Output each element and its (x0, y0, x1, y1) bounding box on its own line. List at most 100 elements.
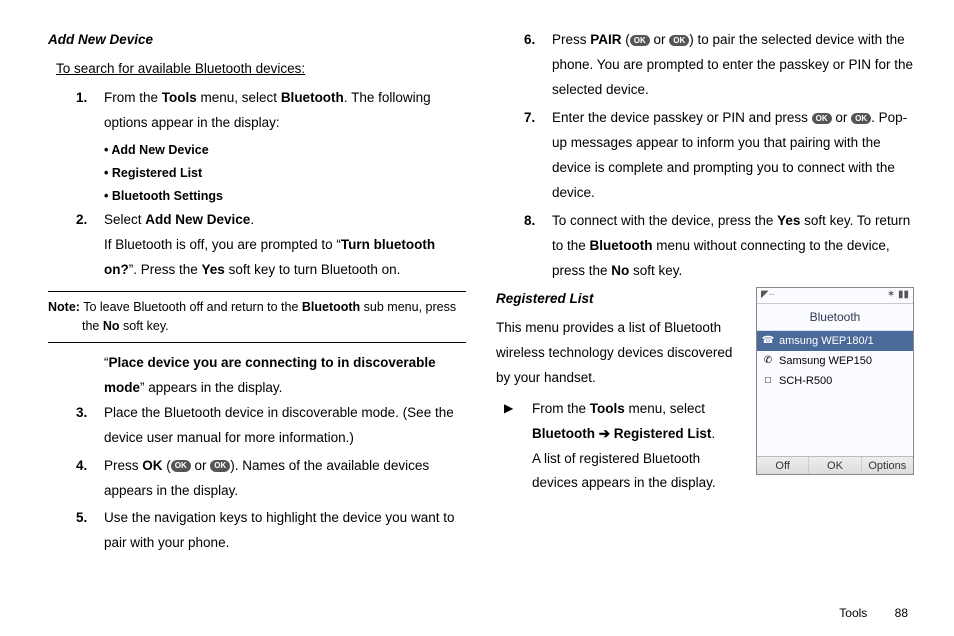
text: soft key. (629, 263, 682, 278)
text: or (650, 32, 670, 47)
bullet-registered-list: Registered List (104, 162, 466, 185)
ok-icon: OK (171, 460, 191, 472)
softkey-right: Options (862, 457, 913, 474)
step-7: 7. Enter the device passkey or PIN and p… (524, 106, 914, 206)
step-body: From the Tools menu, select Bluetooth ➔ … (532, 397, 744, 497)
text: ” appears in the display. (140, 380, 282, 395)
bullet-add-new-device: Add New Device (104, 139, 466, 162)
step-2: 2. Select Add New Device. If Bluetooth i… (76, 208, 466, 283)
battery-icon: ✶ ▮▮ (887, 286, 909, 305)
device-icon: ☎ (761, 332, 775, 351)
device-icon: □ (761, 372, 775, 391)
left-column: Add New Device To search for available B… (48, 28, 466, 588)
bold-text: OK (142, 458, 162, 473)
step-3: 3. Place the Bluetooth device in discove… (76, 401, 466, 451)
text: To connect with the device, press the (552, 213, 777, 228)
bold-text: Bluetooth (302, 300, 360, 314)
intro-text: To search for available Bluetooth device… (56, 57, 466, 82)
bold-text: Bluetooth (281, 90, 344, 105)
bold-text: Bluetooth (590, 238, 653, 253)
bold-text: Bluetooth ➔ Registered List (532, 426, 711, 441)
text: Press (104, 458, 142, 473)
text: Press (552, 32, 590, 47)
text: soft key to turn Bluetooth on. (225, 262, 401, 277)
step-body: Use the navigation keys to highlight the… (104, 506, 466, 556)
phone-title: Bluetooth (757, 304, 913, 331)
text: From the (104, 90, 162, 105)
page-footer: Tools 88 (839, 606, 908, 620)
text: From the (532, 401, 590, 416)
text: menu, select (625, 401, 705, 416)
step-number: 6. (524, 28, 552, 103)
phone-list-item: ✆ Samsung WEP150 (757, 351, 913, 371)
right-column: 6. Press PAIR (OK or OK) to pair the sel… (496, 28, 914, 588)
softkey-left: Off (757, 457, 808, 474)
step-body: Select Add New Device. If Bluetooth is o… (104, 208, 466, 283)
ok-icon: OK (851, 113, 871, 125)
step-body: To connect with the device, press the Ye… (552, 209, 914, 284)
text: ”. Press the (129, 262, 202, 277)
step-body: Enter the device passkey or PIN and pres… (552, 106, 914, 206)
registered-intro: This menu provides a list of Bluetooth w… (496, 316, 744, 391)
step-6: 6. Press PAIR (OK or OK) to pair the sel… (524, 28, 914, 103)
bold-text: Tools (590, 401, 625, 416)
device-icon: ✆ (761, 352, 775, 371)
step-number: 1. (76, 86, 104, 136)
bold-text: Yes (777, 213, 800, 228)
text: To leave Bluetooth off and return to the (80, 300, 302, 314)
step-body: Press PAIR (OK or OK) to pair the select… (552, 28, 914, 103)
text: . (250, 212, 254, 227)
ok-icon: OK (812, 113, 832, 125)
step-body: From the Tools menu, select Bluetooth. T… (104, 86, 466, 136)
step-body: Place the Bluetooth device in discoverab… (104, 401, 466, 451)
step-number: 7. (524, 106, 552, 206)
triangle-bullet-icon: ▶ (504, 397, 532, 497)
registered-list-text: Registered List This menu provides a lis… (496, 287, 744, 500)
step-number: 5. (76, 506, 104, 556)
step-number: 2. (76, 208, 104, 283)
bold-text: No (611, 263, 629, 278)
phone-list-item-selected: ☎ amsung WEP180/1 (757, 331, 913, 351)
step-8: 8. To connect with the device, press the… (524, 209, 914, 284)
step-number: 3. (76, 401, 104, 451)
phone-list-item: □ SCH-R500 (757, 371, 913, 391)
device-name: amsung WEP180/1 (779, 331, 874, 351)
page-columns: Add New Device To search for available B… (48, 28, 914, 588)
phone-softkeys: Off OK Options (757, 456, 913, 474)
text: ( (163, 458, 171, 473)
footer-page-number: 88 (895, 606, 908, 620)
bold-text: No (103, 319, 120, 333)
registered-step: ▶ From the Tools menu, select Bluetooth … (504, 397, 744, 497)
text: If Bluetooth is off, you are prompted to… (104, 237, 341, 252)
footer-section: Tools (839, 606, 867, 620)
phone-status-bar: ◤∙∙ ✶ ▮▮ (757, 288, 913, 304)
text: soft key. (120, 319, 169, 333)
step-1: 1. From the Tools menu, select Bluetooth… (76, 86, 466, 136)
text: Select (104, 212, 145, 227)
text: or (191, 458, 211, 473)
signal-icon: ◤∙∙ (761, 286, 774, 305)
bold-text: Yes (202, 262, 225, 277)
phone-device-list: ☎ amsung WEP180/1 ✆ Samsung WEP150 □ SCH… (757, 331, 913, 456)
note-box: Note: To leave Bluetooth off and return … (48, 291, 466, 343)
device-name: Samsung WEP150 (779, 351, 872, 371)
text: menu, select (197, 90, 281, 105)
text: ( (622, 32, 630, 47)
heading-registered-list: Registered List (496, 287, 744, 312)
step-number: 4. (76, 454, 104, 504)
ok-icon: OK (630, 35, 650, 47)
registered-list-section: Registered List This menu provides a lis… (496, 287, 914, 500)
ok-icon: OK (210, 460, 230, 472)
quoted-message: “Place device you are connecting to in d… (104, 351, 466, 401)
step-body: Press OK (OK or OK). Names of the availa… (104, 454, 466, 504)
text: A list of registered Bluetooth devices a… (532, 447, 744, 497)
softkey-center: OK (808, 457, 861, 474)
note-label: Note: (48, 300, 80, 314)
bold-text: PAIR (590, 32, 621, 47)
text: . (711, 426, 715, 441)
bullet-bluetooth-settings: Bluetooth Settings (104, 185, 466, 208)
heading-add-new-device: Add New Device (48, 28, 466, 53)
phone-screenshot: ◤∙∙ ✶ ▮▮ Bluetooth ☎ amsung WEP180/1 ✆ S… (756, 287, 914, 475)
device-name: SCH-R500 (779, 371, 832, 391)
ok-icon: OK (669, 35, 689, 47)
